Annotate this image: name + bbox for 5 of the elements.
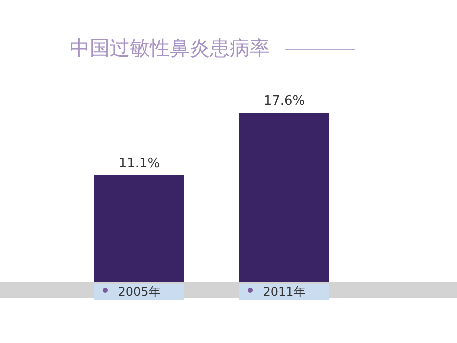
x-tick-label: 2005年 (118, 285, 161, 299)
data-label: 11.1% (118, 156, 160, 172)
x-tick-label: 2011年 (263, 285, 306, 299)
chart-title: 中国过敏性鼻炎患病率 (70, 36, 270, 60)
data-label: 17.6% (264, 94, 306, 109)
